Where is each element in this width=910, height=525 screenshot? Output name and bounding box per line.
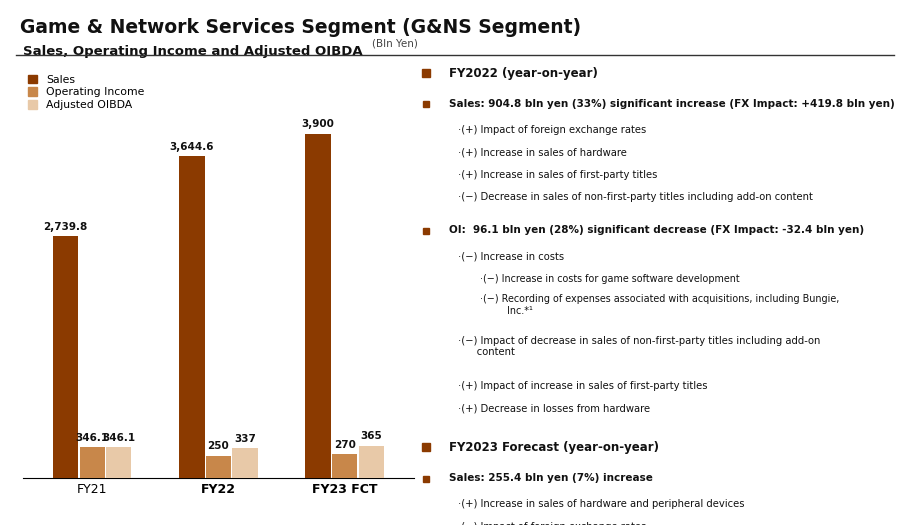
Bar — [306, 133, 330, 478]
Text: ·(+) Increase in sales of hardware: ·(+) Increase in sales of hardware — [458, 147, 627, 157]
Text: OI:  96.1 bln yen (28%) significant decrease (FX Impact: -32.4 bln yen): OI: 96.1 bln yen (28%) significant decre… — [449, 225, 864, 235]
Text: ·(−) Increase in costs for game software development: ·(−) Increase in costs for game software… — [480, 274, 739, 284]
Text: 270: 270 — [334, 439, 356, 449]
Bar — [179, 156, 205, 478]
Text: 346.1: 346.1 — [76, 433, 108, 443]
Text: ·(+) Decrease in losses from hardware: ·(+) Decrease in losses from hardware — [458, 403, 651, 413]
Bar — [79, 447, 105, 478]
Text: (Bln Yen): (Bln Yen) — [372, 38, 418, 48]
Bar — [53, 236, 78, 478]
Text: ·(−) Recording of expenses associated with acquisitions, including Bungie,
     : ·(−) Recording of expenses associated wi… — [480, 295, 839, 316]
Bar — [359, 446, 384, 478]
Text: ·(−) Impact of foreign exchange rates: ·(−) Impact of foreign exchange rates — [458, 522, 646, 525]
Text: 337: 337 — [234, 434, 256, 444]
Text: ·(+) Increase in sales of hardware and peripheral devices: ·(+) Increase in sales of hardware and p… — [458, 499, 744, 509]
Text: ·(+) Increase in sales of first-party titles: ·(+) Increase in sales of first-party ti… — [458, 170, 657, 180]
Bar — [332, 454, 358, 478]
Text: Game & Network Services Segment (G&NS Segment): Game & Network Services Segment (G&NS Se… — [20, 18, 581, 37]
Text: 250: 250 — [207, 442, 229, 452]
Text: Sales, Operating Income and Adjusted OIBDA: Sales, Operating Income and Adjusted OIB… — [23, 45, 362, 58]
Text: ·(−) Decrease in sales of non-first-party titles including add-on content: ·(−) Decrease in sales of non-first-part… — [458, 192, 813, 202]
Text: ·(+) Impact of increase in sales of first-party titles: ·(+) Impact of increase in sales of firs… — [458, 381, 708, 391]
Text: Sales: 904.8 bln yen (33%) significant increase (FX Impact: +419.8 bln yen): Sales: 904.8 bln yen (33%) significant i… — [449, 99, 895, 109]
Bar — [232, 448, 258, 478]
Legend: Sales, Operating Income, Adjusted OIBDA: Sales, Operating Income, Adjusted OIBDA — [28, 75, 145, 110]
Bar — [106, 447, 131, 478]
Text: ·(−) Impact of decrease in sales of non-first-party titles including add-on
    : ·(−) Impact of decrease in sales of non-… — [458, 335, 821, 357]
Text: 2,739.8: 2,739.8 — [44, 222, 87, 232]
Text: Sales: 255.4 bln yen (7%) increase: Sales: 255.4 bln yen (7%) increase — [449, 474, 652, 484]
Text: 3,644.6: 3,644.6 — [169, 142, 214, 152]
Text: 3,900: 3,900 — [302, 119, 335, 129]
Text: 346.1: 346.1 — [102, 433, 136, 443]
Text: ·(−) Increase in costs: ·(−) Increase in costs — [458, 251, 564, 261]
Bar — [206, 456, 231, 478]
Text: ·(+) Impact of foreign exchange rates: ·(+) Impact of foreign exchange rates — [458, 124, 646, 135]
Text: FY2022 (year-on-year): FY2022 (year-on-year) — [449, 67, 598, 80]
Text: 365: 365 — [360, 431, 382, 441]
Text: FY2023 Forecast (year-on-year): FY2023 Forecast (year-on-year) — [449, 442, 659, 454]
